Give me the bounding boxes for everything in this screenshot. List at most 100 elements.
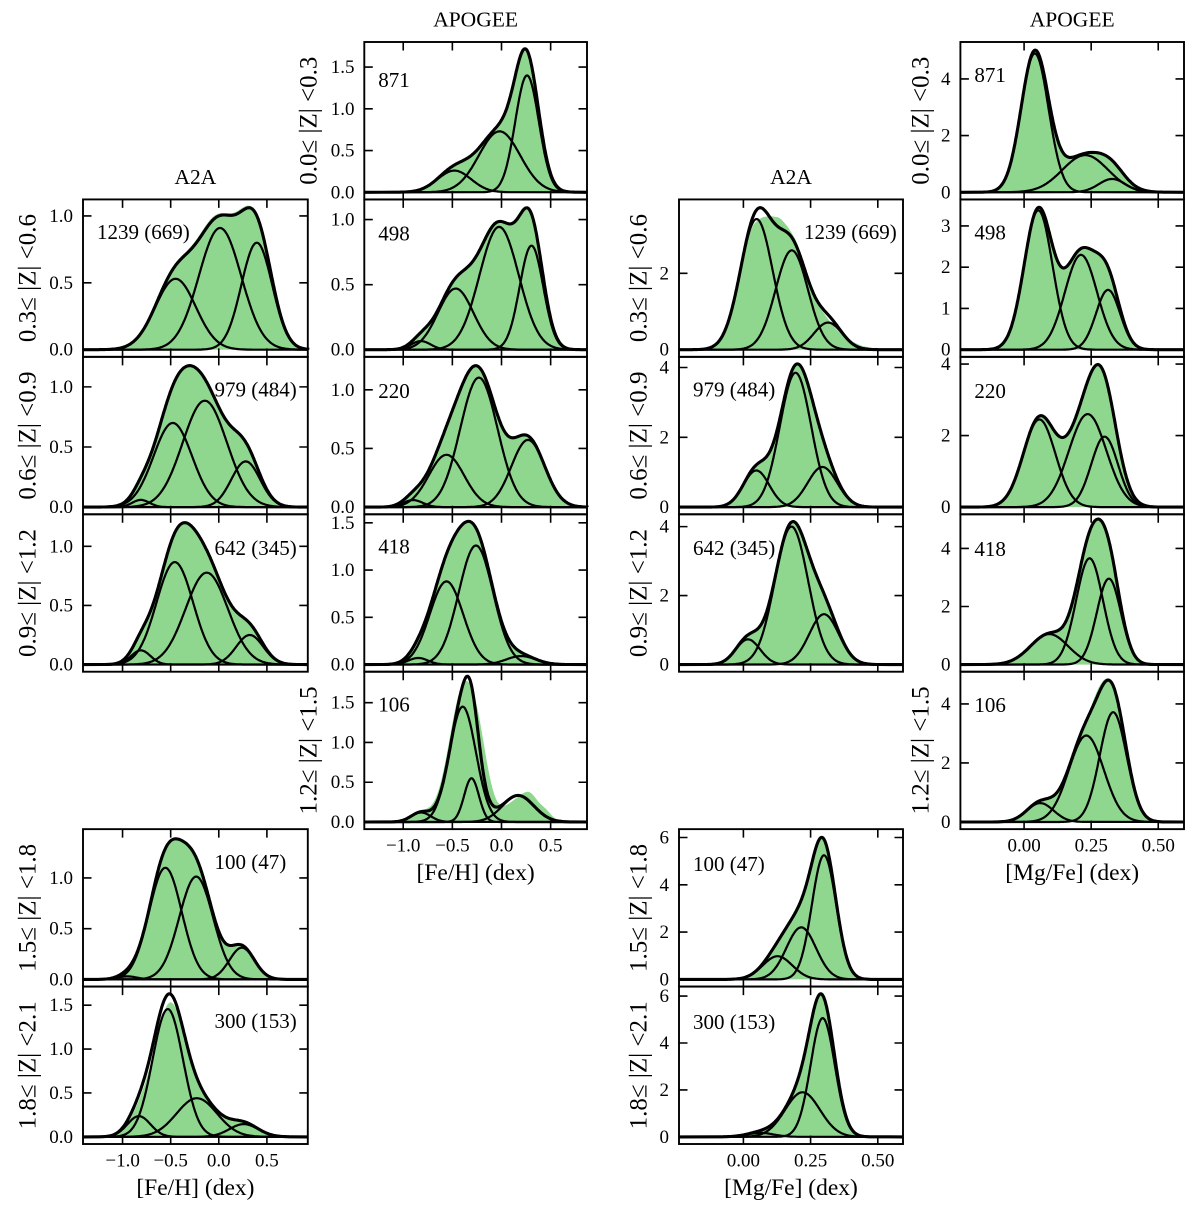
svg-text:0.50: 0.50 [861,1151,894,1172]
svg-text:0.0: 0.0 [331,655,355,676]
svg-text:1.0: 1.0 [49,206,73,227]
svg-text:4: 4 [660,517,670,538]
svg-text:1.2≤ |Z| <1.5: 1.2≤ |Z| <1.5 [908,686,935,814]
svg-text:0: 0 [941,182,951,203]
svg-text:0: 0 [941,340,951,361]
svg-text:0.9≤ |Z| <1.2: 0.9≤ |Z| <1.2 [15,529,42,657]
svg-text:0.0: 0.0 [49,1127,73,1148]
svg-text:2: 2 [941,753,951,774]
svg-text:0.3≤ |Z| <0.6: 0.3≤ |Z| <0.6 [626,214,653,342]
svg-text:0: 0 [941,497,951,518]
svg-text:0.0≤ |Z| <0.3: 0.0≤ |Z| <0.3 [908,57,935,185]
svg-text:0.0: 0.0 [331,812,355,833]
svg-text:0.00: 0.00 [727,1151,760,1172]
svg-text:498: 498 [974,220,1006,244]
svg-text:0: 0 [660,497,670,518]
svg-text:0.25: 0.25 [794,1151,827,1172]
svg-text:100 (47): 100 (47) [215,850,287,874]
svg-text:0.0: 0.0 [49,969,73,990]
svg-text:871: 871 [378,68,410,92]
svg-text:642 (345): 642 (345) [215,536,297,560]
svg-text:2: 2 [660,1080,670,1101]
svg-text:2: 2 [941,257,951,278]
svg-text:0.5: 0.5 [331,772,355,793]
svg-text:[Fe/H] (dex): [Fe/H] (dex) [136,1175,254,1201]
svg-text:0.6≤ |Z| <0.9: 0.6≤ |Z| <0.9 [15,372,42,500]
svg-text:1.5: 1.5 [49,995,73,1016]
svg-text:4: 4 [660,1033,670,1054]
svg-text:0.0: 0.0 [49,497,73,518]
svg-text:0: 0 [660,1127,670,1148]
svg-text:1.5: 1.5 [331,693,355,714]
svg-text:4: 4 [941,354,951,375]
svg-text:220: 220 [378,379,410,403]
svg-text:A2A: A2A [770,165,812,189]
svg-text:2: 2 [660,586,670,607]
svg-text:418: 418 [974,537,1006,561]
svg-text:1.8≤ |Z| <2.1: 1.8≤ |Z| <2.1 [626,1001,653,1129]
svg-text:0.5: 0.5 [49,1083,73,1104]
svg-text:0.0: 0.0 [207,1151,231,1172]
svg-text:[Mg/Fe] (dex): [Mg/Fe] (dex) [1005,860,1139,886]
svg-text:2: 2 [941,597,951,618]
svg-text:1.0: 1.0 [331,210,355,231]
svg-text:0: 0 [941,655,951,676]
svg-text:A2A: A2A [174,165,216,189]
svg-text:3: 3 [941,216,951,237]
svg-text:[Fe/H] (dex): [Fe/H] (dex) [417,860,535,886]
svg-text:2: 2 [660,263,670,284]
svg-text:0.5: 0.5 [331,607,355,628]
svg-text:0: 0 [941,812,951,833]
svg-text:4: 4 [941,538,951,559]
svg-text:0.0: 0.0 [49,655,73,676]
svg-text:6: 6 [660,828,670,849]
svg-text:1239 (669): 1239 (669) [97,220,190,244]
svg-text:0.5: 0.5 [49,595,73,616]
svg-text:4: 4 [941,694,951,715]
svg-text:−0.5: −0.5 [153,1151,187,1172]
svg-text:4: 4 [660,875,670,896]
svg-text:100 (47): 100 (47) [693,852,765,876]
svg-text:0.6≤ |Z| <0.9: 0.6≤ |Z| <0.9 [626,372,653,500]
svg-text:642 (345): 642 (345) [693,536,775,560]
svg-text:220: 220 [974,379,1006,403]
svg-text:106: 106 [378,693,410,717]
svg-text:1.0: 1.0 [331,380,355,401]
svg-text:1.5≤ |Z| <1.8: 1.5≤ |Z| <1.8 [626,844,653,972]
svg-text:0.00: 0.00 [1007,836,1040,857]
svg-text:0: 0 [660,655,670,676]
svg-text:4: 4 [941,69,951,90]
svg-text:0.50: 0.50 [1142,836,1175,857]
svg-text:418: 418 [378,534,410,558]
svg-text:0.25: 0.25 [1075,836,1108,857]
svg-text:871: 871 [974,63,1006,87]
svg-text:0.5: 0.5 [331,141,355,162]
svg-text:0.5: 0.5 [331,275,355,296]
svg-text:1.0: 1.0 [49,536,73,557]
svg-text:1.0: 1.0 [331,560,355,581]
svg-text:0.5: 0.5 [49,273,73,294]
svg-text:6: 6 [660,986,670,1007]
svg-text:4: 4 [660,358,670,379]
svg-text:0.0: 0.0 [49,340,73,361]
svg-text:1.0: 1.0 [331,99,355,120]
svg-text:1.0: 1.0 [331,733,355,754]
svg-text:979 (484): 979 (484) [693,378,775,402]
svg-text:1.0: 1.0 [49,1039,73,1060]
svg-text:979 (484): 979 (484) [215,378,297,402]
svg-text:0.5: 0.5 [49,437,73,458]
svg-text:APOGEE: APOGEE [1030,8,1115,32]
svg-text:0.0: 0.0 [331,182,355,203]
svg-text:300 (153): 300 (153) [215,1009,297,1033]
svg-text:2: 2 [941,426,951,447]
svg-text:0.0: 0.0 [331,340,355,361]
svg-text:1239 (669): 1239 (669) [804,220,897,244]
svg-text:0.0: 0.0 [331,497,355,518]
svg-text:0.5: 0.5 [49,919,73,940]
svg-text:1.0: 1.0 [49,868,73,889]
svg-text:106: 106 [974,693,1006,717]
svg-text:498: 498 [378,221,410,245]
svg-text:0.5: 0.5 [539,836,563,857]
svg-text:0.3≤ |Z| <0.6: 0.3≤ |Z| <0.6 [15,214,42,342]
svg-text:1.2≤ |Z| <1.5: 1.2≤ |Z| <1.5 [296,686,323,814]
